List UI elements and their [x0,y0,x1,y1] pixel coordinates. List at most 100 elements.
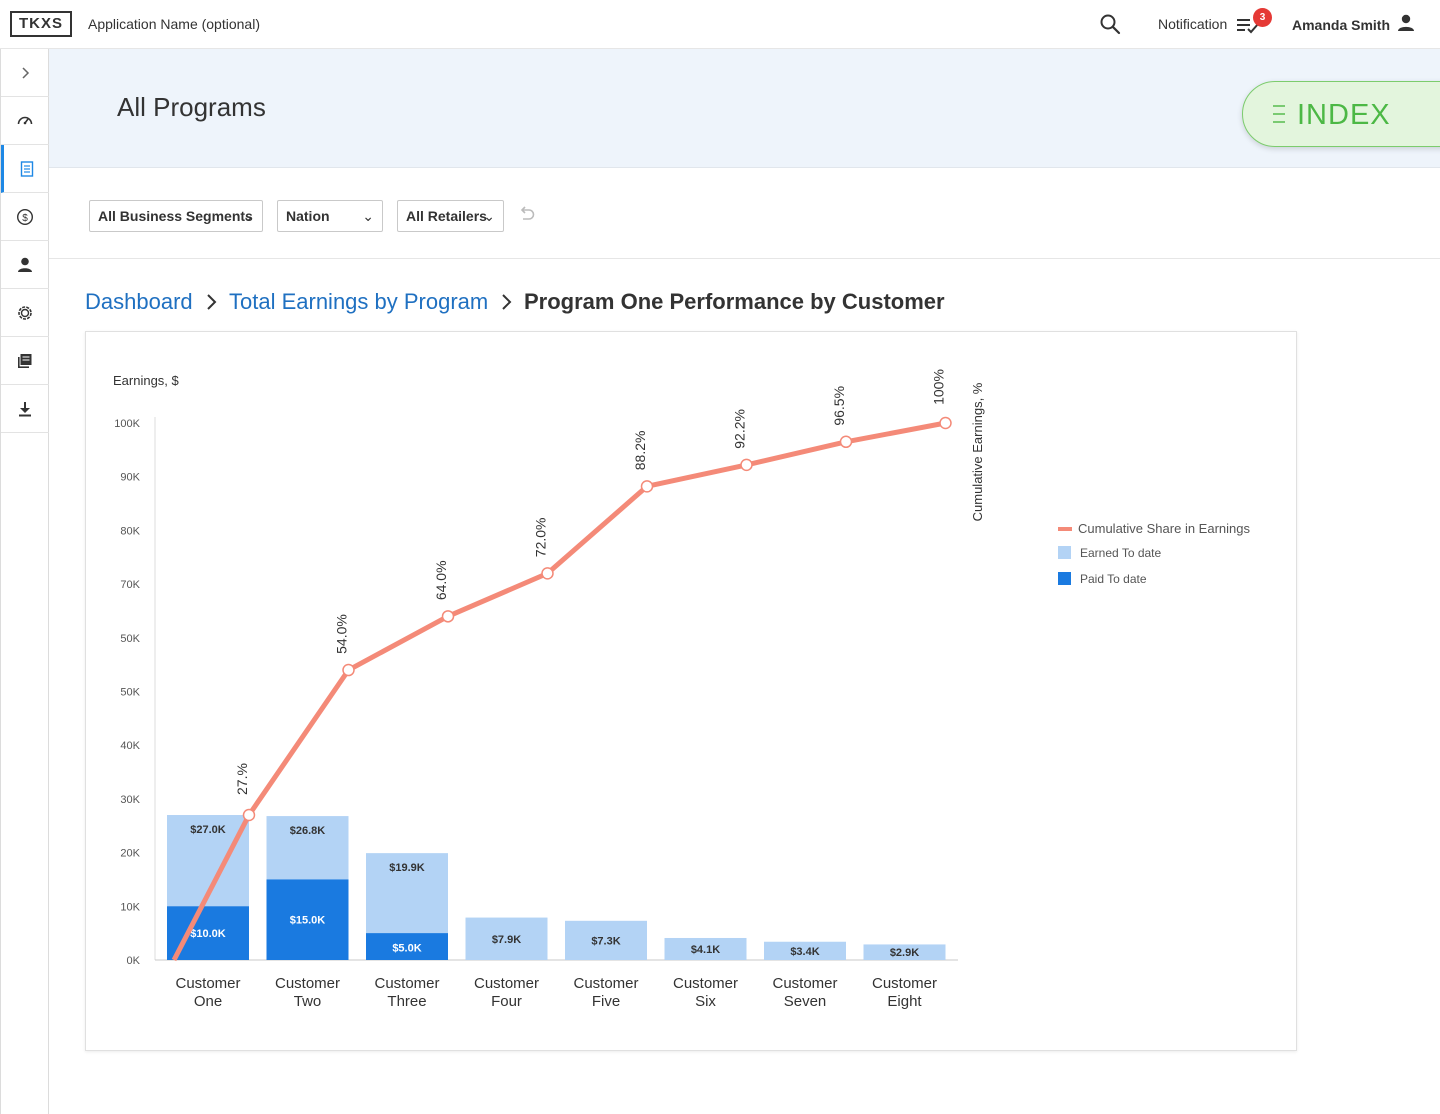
x-tick-label: Four [491,993,522,1010]
legend-label: Cumulative Share in Earnings [1078,521,1250,536]
bar-label-earned: $3.4K [790,946,819,958]
cumulative-label: 100% [931,369,947,405]
x-tick-label: Five [592,993,620,1010]
bar-paid [366,933,448,960]
bar-paid [266,879,349,960]
bar-label-earned: $27.0K [190,824,226,836]
cumulative-point [342,663,355,677]
user-name[interactable]: Amanda Smith [1292,17,1391,33]
bar-earned [565,920,647,960]
y-tick-label: 30K [120,794,140,806]
page-header: All Programs INDEX [49,49,1440,168]
cumulative-label: 72.0% [533,518,549,558]
y-tick-label: 0K [127,955,141,967]
chevron-right-icon [502,294,512,310]
svg-text:$: $ [22,213,28,224]
bar-label-paid: $5.0K [392,943,421,955]
search-icon[interactable] [1099,13,1121,35]
cumulative-label: 88.2% [632,431,648,471]
x-tick-label: Seven [784,993,827,1010]
x-tick-label: Two [294,993,322,1010]
gauge-icon [17,116,33,124]
sidebar-item-earnings[interactable]: $ [1,193,49,241]
cumulative-label: 27.% [234,763,250,795]
cumulative-label: 64.0% [433,560,449,600]
business-segments-dropdown[interactable]: All Business Segments ⌄ [89,200,263,232]
user-icon[interactable] [1396,13,1416,33]
document-icon [20,160,33,177]
x-tick-label: Customer [175,975,240,992]
y-tick-label: 50K [120,633,140,645]
cumulative-point [939,416,952,430]
y-tick-label: 90K [120,472,140,484]
bar-label-earned: $7.9K [492,934,521,946]
app-name: Application Name (optional) [88,16,260,32]
chevron-right-icon [22,66,30,79]
cumulative-label: 96.5% [831,386,847,426]
bar-earned [764,941,846,960]
sidebar-item-programs[interactable] [1,145,49,193]
x-tick-label: Customer [872,975,937,992]
sidebar-item-library[interactable] [1,337,49,385]
cumulative-label: 92.2% [732,409,748,449]
bar-label-paid: $10.0K [190,928,226,940]
region-value: Nation [286,208,330,224]
retailers-value: All Retailers [406,208,487,224]
breadcrumb-total-earnings[interactable]: Total Earnings by Program [229,289,489,314]
dollar-icon: $ [16,208,34,225]
page-title: All Programs [117,92,266,122]
legend-swatch-earned [1058,546,1071,559]
bar-label-earned: $26.8K [290,825,326,837]
bar-label-paid: $15.0K [290,915,326,927]
settings-icon [18,305,32,320]
cumulative-point [441,610,455,623]
sidebar-item-download[interactable] [1,385,49,433]
sidebar-item-settings[interactable] [1,289,49,337]
sidebar-expand-button[interactable] [1,49,49,97]
y-tick-label: 40K [120,740,140,752]
reset-filters-icon[interactable] [517,206,535,222]
region-dropdown[interactable]: Nation ⌄ [277,200,383,232]
x-tick-label: Customer [374,975,439,992]
bar-label-earned: $2.9K [890,947,919,959]
download-icon [19,401,31,416]
x-tick-label: Customer [275,975,340,992]
x-tick-label: One [194,993,222,1010]
index-label: INDEX [1297,99,1391,131]
person-icon [18,257,32,272]
bar-label-earned: $4.1K [691,944,720,956]
index-button[interactable]: INDEX [1242,81,1440,147]
sidebar-item-dashboard[interactable] [1,97,49,145]
chevron-down-icon: ⌄ [362,208,374,224]
filter-bar: All Business Segments ⌄ Nation ⌄ All Ret… [49,168,1440,259]
y-axis-title: Earnings, $ [113,373,180,388]
y-tick-label: 100K [114,418,140,430]
chevron-down-icon: ⌄ [483,208,495,224]
cumulative-point [839,435,853,449]
breadcrumb-dashboard[interactable]: Dashboard [85,289,193,314]
retailers-dropdown[interactable]: All Retailers ⌄ [397,200,504,232]
bar-earned [465,917,548,960]
legend-swatch-paid [1058,572,1071,585]
business-segments-value: All Business Segments [98,208,253,224]
cumulative-point [640,480,654,493]
notification-badge: 3 [1253,8,1272,27]
bar-earned [664,937,747,960]
x-tick-label: Customer [474,975,539,992]
x-tick-label: Eight [887,993,922,1010]
x-tick-label: Customer [573,975,638,992]
y2-axis-title: Cumulative Earnings, % [970,382,985,521]
y-tick-label: 50K [120,687,140,699]
bar-label-earned: $19.9K [389,862,425,874]
logo[interactable]: TKXS [10,11,72,37]
cumulative-point [242,808,256,822]
y-tick-label: 70K [120,579,140,591]
x-tick-label: Customer [673,975,738,992]
legend-label: Paid To date [1080,572,1147,586]
menu-icon [1273,105,1285,123]
notification-list-icon[interactable] [1236,14,1260,36]
notification-label[interactable]: Notification [1158,16,1228,32]
sidebar-item-users[interactable] [1,241,49,289]
cumulative-point [541,567,554,580]
cumulative-point [740,458,753,472]
